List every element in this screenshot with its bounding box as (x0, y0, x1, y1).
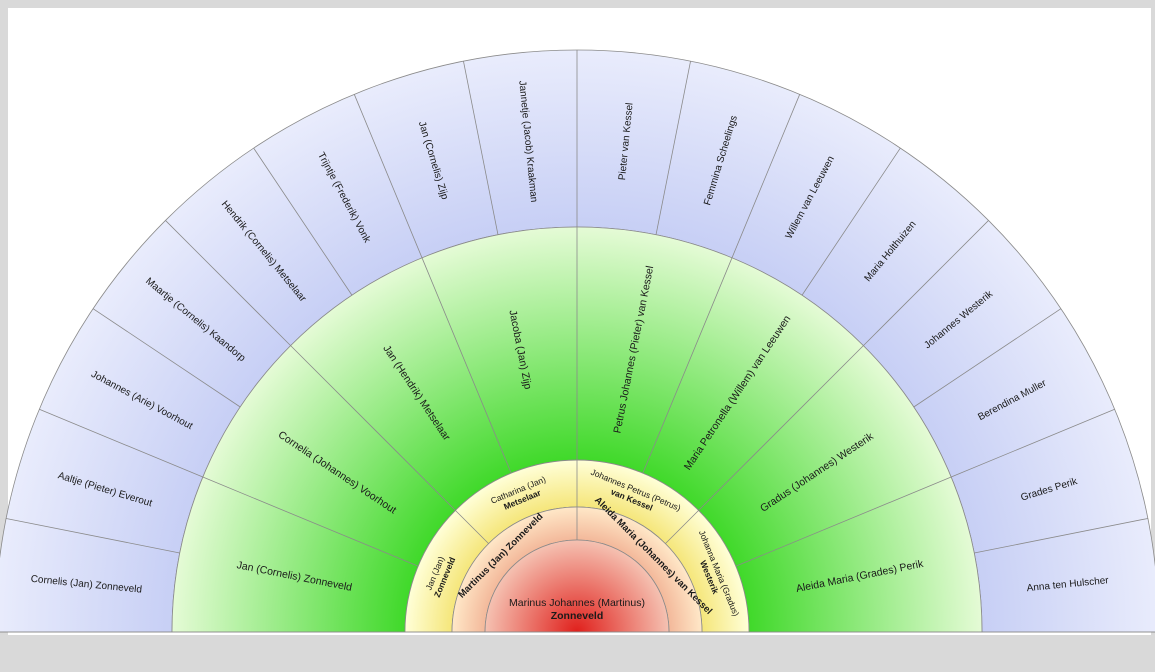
great-grandparents-divider (290, 345, 456, 511)
great-grandparents-divider (642, 257, 733, 474)
center-ring (484, 539, 670, 633)
great-great-grandparents-divider (655, 61, 691, 235)
great-great-grandparents-divider (801, 147, 901, 296)
great-great-grandparents-divider (974, 518, 1148, 554)
great-grandparents-divider (735, 476, 952, 567)
great-great-grandparents-divider (92, 308, 241, 408)
great-great-grandparents-divider (951, 408, 1115, 478)
center-person: Marinus Johannes (Martinus)Zonneveld (509, 597, 645, 622)
great-grandparents-divider (698, 345, 864, 511)
ring-sectors (0, 49, 1155, 633)
great-great-grandparents-divider (463, 61, 499, 235)
great-grandparents-divider (421, 257, 512, 474)
great-great-grandparents-divider (863, 220, 989, 346)
great-grandparents-divider (202, 476, 419, 567)
great-great-grandparents-divider (731, 94, 801, 258)
grandparents-divider (665, 510, 699, 544)
great-great-grandparents-divider (165, 220, 291, 346)
great-great-grandparents-divider (39, 408, 203, 478)
center-surname: Zonneveld (551, 610, 604, 622)
center-given-name: Marinus Johannes (Martinus) (509, 597, 645, 609)
great-great-grandparents-divider (353, 94, 423, 258)
great-great-grandparents-divider (913, 308, 1062, 408)
grandparents-divider (455, 510, 489, 544)
great-great-grandparents-divider (253, 147, 353, 296)
great-great-grandparents-divider (6, 518, 180, 554)
